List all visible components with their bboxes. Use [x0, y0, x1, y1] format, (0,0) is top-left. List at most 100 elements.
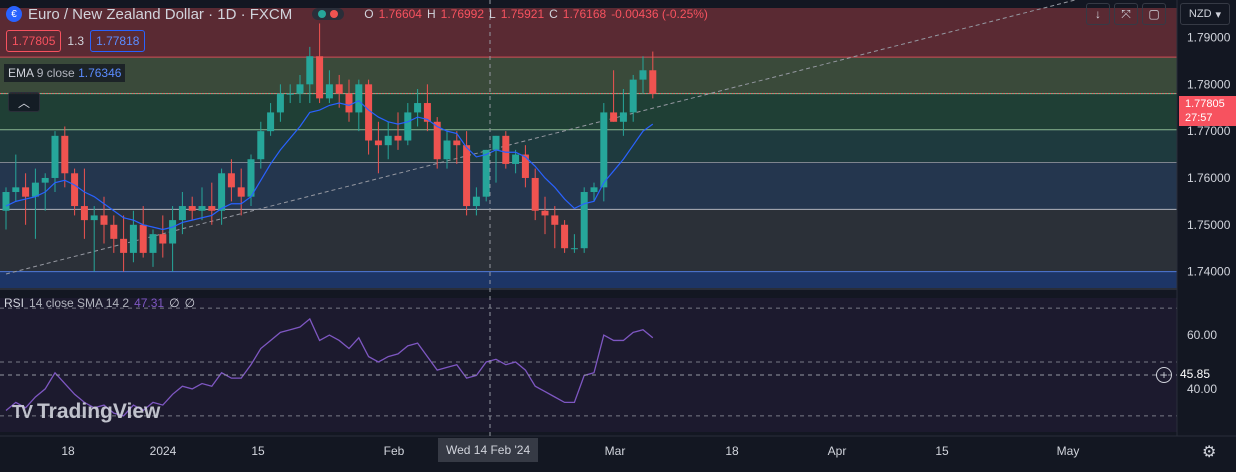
candle-body-28	[276, 93, 284, 113]
candle-body-15	[149, 234, 157, 253]
change-value: -0.00436 (-0.25%)	[611, 7, 708, 21]
sell-button[interactable]: 1.77805	[6, 30, 62, 52]
price-zone-5	[0, 209, 1177, 272]
price-zone-1	[0, 57, 1177, 94]
candle-body-42	[414, 103, 422, 113]
candle-body-3	[31, 182, 39, 197]
chart-header: € Euro / New Zealand Dollar · 1D · FXCM …	[6, 2, 708, 26]
candle-body-61	[600, 112, 608, 188]
candle-body-29	[286, 93, 294, 95]
candle-body-38	[374, 140, 382, 146]
candle-body-9	[90, 215, 98, 221]
collapse-pane-button[interactable]: ⤧	[1114, 3, 1138, 25]
candle-body-62	[610, 112, 618, 122]
ema-value: 1.76346	[78, 66, 122, 80]
candle-body-16	[159, 234, 167, 244]
candle-body-50	[492, 135, 500, 150]
candle-body-55	[541, 210, 549, 216]
trade-panel: 1.77805 1.3 1.77818	[6, 30, 146, 52]
candle-body-2	[22, 187, 30, 197]
close-label: C	[549, 7, 558, 21]
candle-body-36	[355, 84, 363, 113]
rsi-line	[5, 317, 654, 417]
candle-body-23	[227, 173, 235, 188]
price-zone-6	[0, 271, 1177, 288]
trendline	[5, 0, 1078, 275]
watermark-text: TradingView	[37, 400, 161, 423]
candle-body-18	[178, 206, 186, 221]
candle-body-52	[512, 154, 520, 164]
candle-body-37	[365, 84, 373, 141]
collapse-legend-button[interactable]: ︿	[8, 92, 40, 112]
candle-body-54	[531, 177, 539, 211]
rsi-axis-value: 45.85	[1180, 367, 1211, 381]
candle-body-40	[394, 135, 402, 141]
candle-body-45	[443, 140, 451, 160]
candle-body-6	[61, 135, 69, 174]
high-label: H	[426, 7, 436, 21]
currency-flags-icon: €	[6, 6, 22, 22]
market-status[interactable]	[312, 8, 345, 20]
candle-body-14	[139, 224, 147, 253]
ohlc-values: O 1.76604 H 1.76992 L 1.75921 C 1.76168 -0.0…	[364, 7, 708, 21]
price-tick-label-2: 1.77000	[1187, 124, 1231, 138]
price-tick-label-1: 1.78000	[1187, 77, 1231, 91]
open-label: O	[364, 7, 374, 21]
last-price-value: 1.77805	[1185, 98, 1225, 110]
candle-body-56	[551, 215, 559, 225]
candles-layer	[2, 23, 657, 272]
rsi-extra-1: ∅	[169, 296, 180, 310]
time-tick-label-3: Feb	[384, 444, 405, 458]
price-tick-label-0: 1.79000	[1187, 30, 1231, 44]
price-zone-0	[0, 8, 1177, 58]
candle-body-30	[296, 84, 304, 94]
ema-label: EMA	[8, 66, 34, 80]
watermark: TV TradingView	[12, 400, 160, 424]
last-price-label: 1.77805 27:57	[1179, 96, 1236, 126]
candle-body-10	[100, 215, 108, 225]
low-value: 1.75921	[500, 7, 545, 21]
time-tick-label-0: 18	[61, 444, 75, 458]
candle-body-27	[267, 112, 275, 132]
candle-body-35	[345, 93, 353, 113]
move-down-button[interactable]: ↓	[1086, 3, 1110, 25]
candle-body-47	[463, 145, 471, 207]
arrow-down-icon: ↓	[1095, 7, 1101, 21]
close-value: 1.76168	[562, 7, 607, 21]
candle-body-24	[237, 187, 245, 197]
price-zone-3	[0, 129, 1177, 163]
candle-body-13	[129, 224, 137, 253]
ema-legend[interactable]: EMA 9 close 1.76346	[4, 64, 126, 82]
price-tick-label-4: 1.75000	[1187, 218, 1231, 232]
symbol-title[interactable]: Euro / New Zealand Dollar · 1D · FXCM	[28, 5, 293, 23]
spread-value: 1.3	[67, 34, 85, 48]
rsi-legend[interactable]: RSI 14 close SMA 14 2 47.31 ∅ ∅	[4, 296, 195, 310]
candle-body-49	[482, 149, 490, 197]
candle-body-17	[169, 220, 177, 244]
maximize-pane-button[interactable]: ▢	[1142, 3, 1166, 25]
plus-icon[interactable]: +	[1156, 367, 1172, 383]
candle-body-66	[649, 70, 657, 94]
time-tick-label-1: 2024	[150, 444, 177, 458]
rsi-tick-label-0: 60.00	[1187, 328, 1217, 342]
settings-gear-icon[interactable]: ⚙	[1202, 444, 1217, 461]
currency-selector[interactable]: NZD ▾	[1180, 3, 1230, 25]
buy-button[interactable]: 1.77818	[90, 30, 146, 52]
market-open-dot-icon	[318, 10, 327, 18]
ema-layer	[5, 99, 654, 231]
collapse-icon: ⤧	[1121, 6, 1131, 21]
candle-body-63	[619, 112, 627, 122]
candle-body-22	[218, 173, 226, 211]
chevron-down-icon: ▾	[1215, 8, 1222, 21]
candle-body-0	[2, 192, 10, 211]
time-tick-label-8: 15	[935, 444, 949, 458]
candle-body-26	[257, 131, 265, 160]
candle-body-48	[472, 196, 480, 207]
crosshair-time-label: Wed 14 Feb '24	[438, 438, 539, 462]
data-status-dot-icon	[330, 10, 339, 18]
candle-body-7	[71, 173, 79, 207]
candle-body-21	[208, 206, 216, 211]
price-tick-label-3: 1.76000	[1187, 171, 1231, 185]
low-label: L	[489, 7, 496, 21]
